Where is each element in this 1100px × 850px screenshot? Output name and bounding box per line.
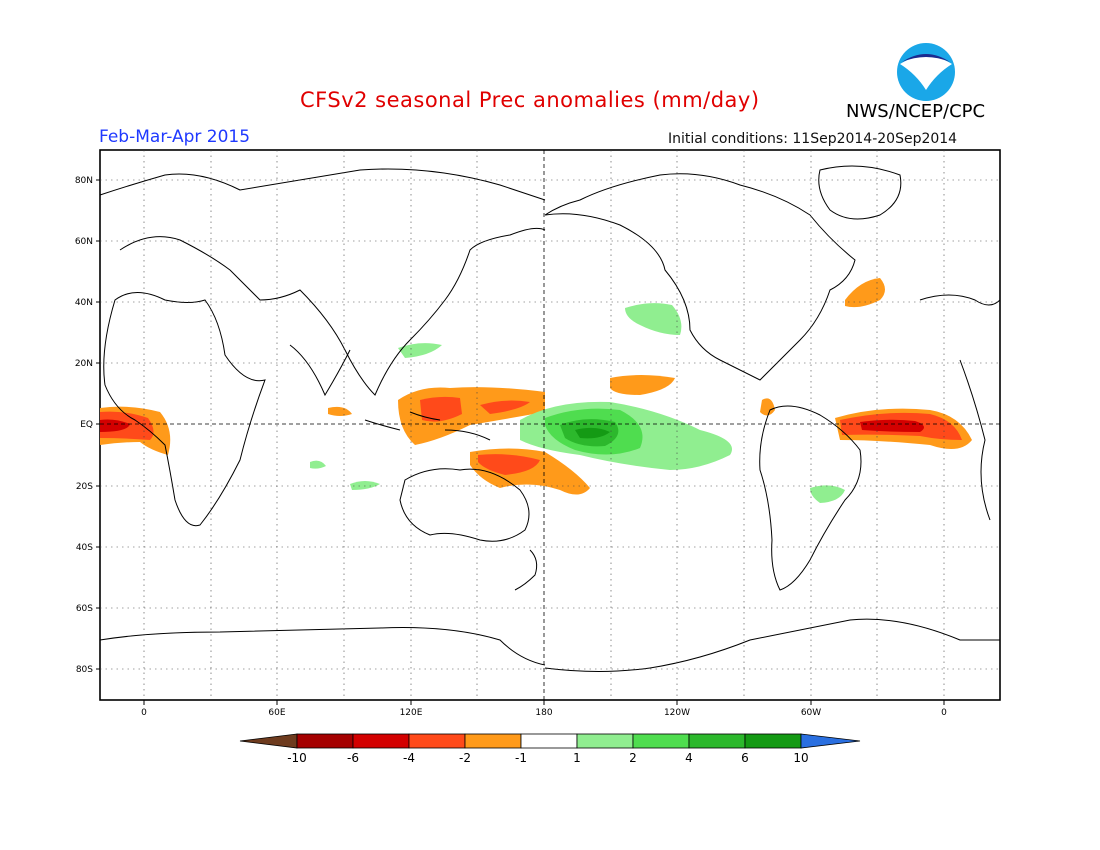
lat-label: 20S <box>76 482 93 492</box>
anomaly-shading <box>100 278 972 503</box>
colorbar-swatch <box>520 733 578 749</box>
lat-label: EQ <box>80 420 93 430</box>
season-label: Feb-Mar-Apr 2015 <box>99 127 251 147</box>
lon-label: 0 <box>941 708 947 718</box>
colorbar-label: 6 <box>741 751 749 765</box>
noaa-logo-icon: NOAA <box>897 43 955 101</box>
colorbar-label: 1 <box>573 751 581 765</box>
lon-label: 120W <box>664 708 690 718</box>
colorbar-label: -10 <box>287 751 307 765</box>
colorbar-labels: -10 -6 -4 -2 -1 1 2 4 6 10 <box>287 751 808 765</box>
colorbar-label: -4 <box>403 751 415 765</box>
colorbar-label: 4 <box>685 751 693 765</box>
colorbar-label: -6 <box>347 751 359 765</box>
lat-label: 20N <box>75 359 93 369</box>
coastlines <box>99 165 1001 672</box>
noaa-logo-text: NOAA <box>912 59 941 69</box>
lon-label: 0 <box>141 708 147 718</box>
colorbar-label: -2 <box>459 751 471 765</box>
colorbar-swatch <box>688 733 746 749</box>
colorbar-swatch <box>408 733 466 749</box>
colorbar-max-arrow <box>800 733 861 749</box>
lon-labels: 0 60E 120E 180 120W 60W 0 <box>141 708 947 718</box>
lat-label: 80S <box>76 665 93 675</box>
colorbar-label: -1 <box>515 751 527 765</box>
colorbar-swatch <box>296 733 354 749</box>
lon-label: 180 <box>535 708 552 718</box>
colorbar-swatch <box>744 733 802 749</box>
colorbar-label: 10 <box>793 751 808 765</box>
colorbar-label: 2 <box>629 751 637 765</box>
lat-label: 40N <box>75 298 93 308</box>
lat-label: 80N <box>75 176 93 186</box>
lon-label: 60W <box>801 708 821 718</box>
lat-label: 60S <box>76 604 93 614</box>
colorbar-min-arrow <box>239 733 298 749</box>
colorbar <box>239 733 861 749</box>
lon-label: 60E <box>268 708 285 718</box>
grid-lines <box>100 150 1000 700</box>
initial-conditions-label: Initial conditions: 11Sep2014-20Sep2014 <box>668 131 958 147</box>
map-title: CFSv2 seasonal Prec anomalies (mm/day) <box>300 88 760 112</box>
colorbar-swatch <box>632 733 690 749</box>
colorbar-swatch <box>464 733 522 749</box>
colorbar-swatch <box>352 733 410 749</box>
colorbar-swatch <box>576 733 634 749</box>
lat-label: 60N <box>75 237 93 247</box>
agency-label: NWS/NCEP/CPC <box>846 101 986 122</box>
lon-label: 120E <box>400 708 423 718</box>
axis-ticks <box>96 179 945 705</box>
lat-labels: 80N 60N 40N 20N EQ 20S 40S 60S 80S <box>75 176 93 675</box>
lat-label: 40S <box>76 543 93 553</box>
